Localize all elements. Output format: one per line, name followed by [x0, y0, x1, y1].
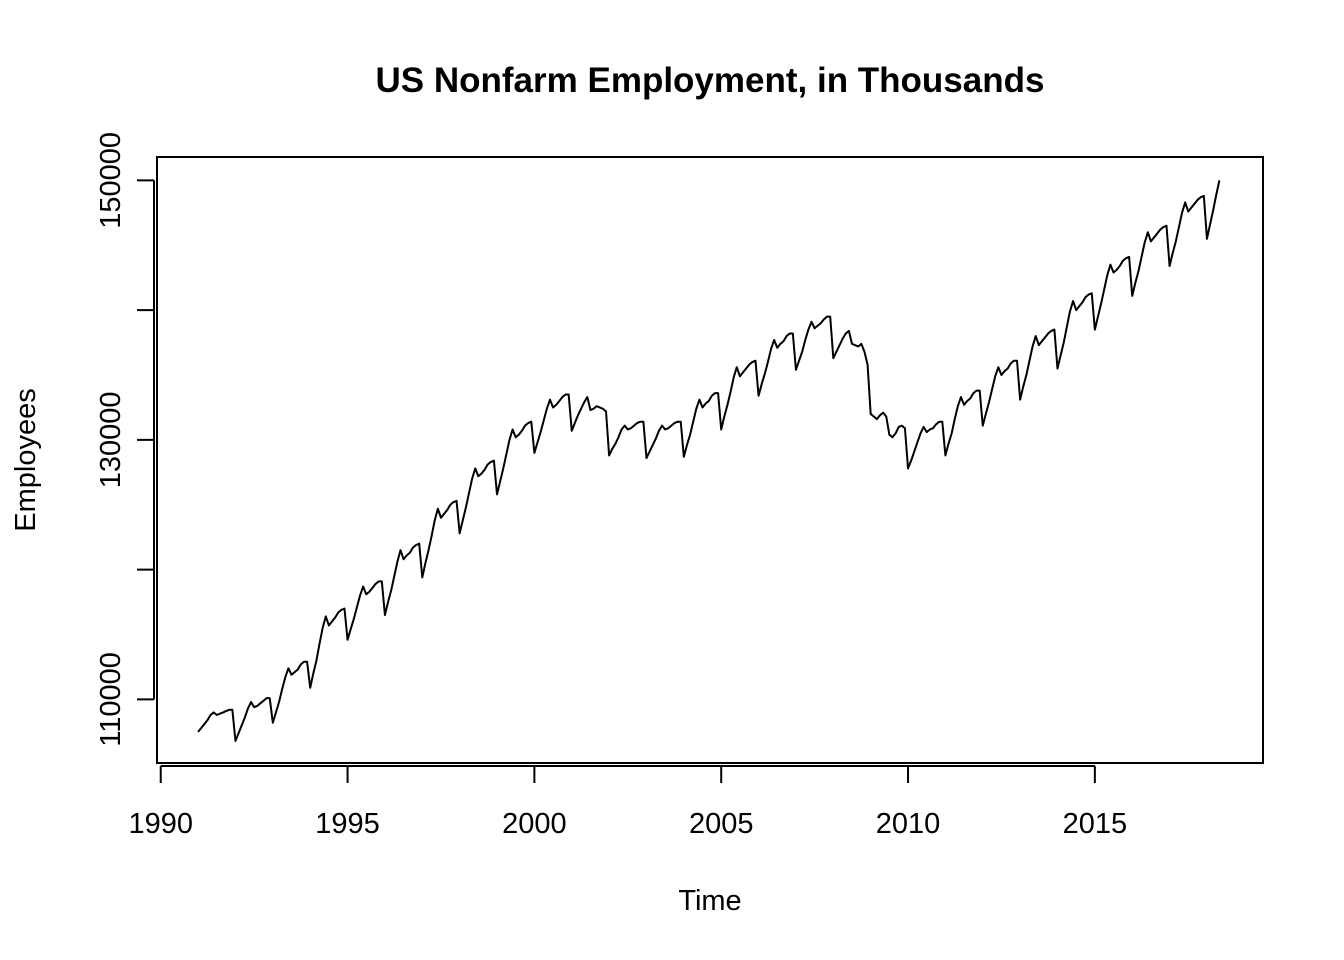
x-tick-label: 1995: [315, 808, 380, 840]
x-axis-label: Time: [678, 885, 741, 917]
x-tick-label: 2010: [876, 808, 941, 840]
x-tick-label: 1990: [128, 808, 193, 840]
x-tick-label: 2015: [1063, 808, 1128, 840]
x-tick-label: 2000: [502, 808, 567, 840]
y-tick-label: 130000: [95, 391, 127, 488]
plot-frame: [156, 156, 1264, 764]
y-tick-label: 150000: [95, 132, 127, 229]
chart-title: US Nonfarm Employment, in Thousands: [376, 61, 1045, 100]
data-line: [197, 180, 1221, 742]
y-tick-label: 110000: [95, 652, 127, 747]
y-axis-label: Employees: [10, 388, 42, 531]
x-tick-label: 2005: [689, 808, 754, 840]
